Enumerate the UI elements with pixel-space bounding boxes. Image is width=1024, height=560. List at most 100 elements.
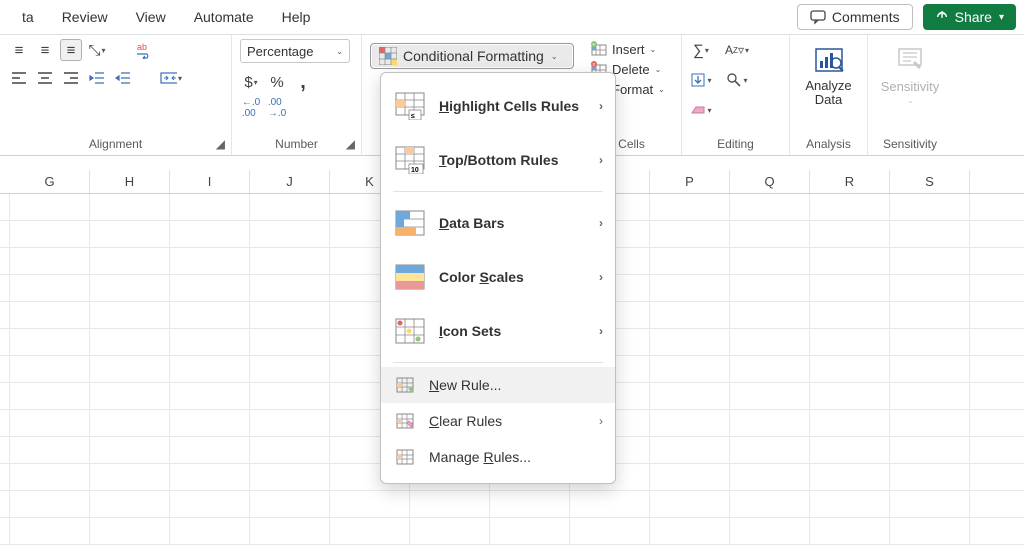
chevron-down-icon: ⌄ — [907, 96, 914, 105]
analyze-data-button[interactable]: Analyze Data — [798, 39, 859, 112]
menu-clear-label: Clear Rules — [429, 413, 502, 429]
menu-iconsets-label: Icon Sets — [439, 323, 501, 339]
data-bars-icon — [395, 208, 425, 238]
align-top-icon[interactable]: ≡ — [8, 39, 30, 61]
align-middle-icon[interactable]: ≡ — [34, 39, 56, 61]
increase-indent-icon[interactable] — [112, 67, 134, 89]
align-left-icon[interactable] — [8, 67, 30, 89]
clear-rules-icon — [395, 411, 415, 431]
menu-topbottom-label: Top/Bottom Rules — [439, 152, 559, 168]
share-button[interactable]: Share ▾ — [923, 4, 1016, 30]
share-label: Share — [955, 9, 992, 25]
chevron-down-icon: ⌄ — [336, 47, 343, 56]
number-format-value: Percentage — [247, 44, 314, 59]
clear-icon[interactable]: ▾ — [690, 99, 712, 121]
fill-icon[interactable]: ▾ — [690, 69, 712, 91]
percent-format-icon[interactable]: % — [266, 71, 288, 93]
tab-review[interactable]: Review — [48, 3, 122, 31]
col-H[interactable]: H — [90, 170, 170, 193]
alignment-dialog-launcher[interactable]: ◢ — [216, 137, 225, 151]
number-dialog-launcher[interactable]: ◢ — [346, 137, 355, 151]
format-label: Format — [612, 82, 653, 97]
orientation-icon[interactable]: ⤡▾ — [86, 39, 108, 61]
col-G[interactable]: G — [10, 170, 90, 193]
merge-center-icon[interactable]: ▾ — [160, 67, 182, 89]
group-analysis-label: Analysis — [798, 135, 859, 151]
group-editing-label: Editing — [690, 135, 781, 151]
chevron-right-icon: › — [599, 153, 603, 167]
menu-highlight-label: Highlight Cells Rules — [439, 98, 579, 114]
comments-label: Comments — [832, 9, 900, 25]
align-bottom-icon[interactable]: ≡ — [60, 39, 82, 61]
conditional-formatting-button[interactable]: Conditional Formatting ⌄ — [370, 43, 574, 69]
tab-automate[interactable]: Automate — [180, 3, 268, 31]
group-sensitivity-label: Sensitivity — [876, 135, 944, 151]
conditional-formatting-menu: ≤ Highlight Cells Rules › 10 Top/Bottom … — [380, 72, 616, 484]
decrease-indent-icon[interactable] — [86, 67, 108, 89]
conditional-formatting-icon — [379, 47, 397, 65]
tab-bar: ta Review View Automate Help Comments Sh… — [0, 0, 1024, 34]
decrease-decimal-icon[interactable]: .00→.0 — [266, 97, 288, 119]
highlight-cells-icon: ≤ — [395, 91, 425, 121]
chevron-right-icon: › — [599, 324, 603, 338]
menu-manage-rules[interactable]: Manage Rules... — [381, 439, 615, 475]
menu-separator — [393, 362, 603, 363]
svg-text:≤: ≤ — [411, 113, 415, 120]
increase-decimal-icon[interactable]: ←.0.00 — [240, 97, 262, 119]
delete-label: Delete — [612, 62, 650, 77]
chevron-down-icon: ▾ — [999, 12, 1004, 23]
chevron-down-icon: ⌄ — [551, 52, 558, 61]
tab-data-partial[interactable]: ta — [8, 3, 48, 31]
group-number: Percentage ⌄ $▾ % , ←.0.00 .00→.0 Number… — [232, 35, 362, 155]
comments-button[interactable]: Comments — [797, 4, 913, 30]
icon-sets-icon — [395, 316, 425, 346]
tab-view[interactable]: View — [122, 3, 180, 31]
col-Q[interactable]: Q — [730, 170, 810, 193]
insert-cells-button[interactable]: +Insert ⌄ — [590, 39, 673, 59]
menu-icon-sets[interactable]: Icon Sets › — [381, 304, 615, 358]
svg-text:10: 10 — [411, 167, 419, 174]
svg-text:ab: ab — [137, 42, 147, 52]
top-bottom-icon: 10 — [395, 145, 425, 175]
insert-label: Insert — [612, 42, 645, 57]
menu-data-bars[interactable]: Data Bars › — [381, 196, 615, 250]
col-I[interactable]: I — [170, 170, 250, 193]
menu-highlight-cells-rules[interactable]: ≤ Highlight Cells Rules › — [381, 79, 615, 133]
new-rule-icon — [395, 375, 415, 395]
menu-clear-rules[interactable]: Clear Rules › — [381, 403, 615, 439]
align-right-icon[interactable] — [60, 67, 82, 89]
comma-format-icon[interactable]: , — [292, 71, 314, 93]
align-center-icon[interactable] — [34, 67, 56, 89]
sensitivity-button: Sensitivity ⌄ — [876, 39, 944, 109]
chevron-right-icon: › — [599, 99, 603, 113]
accounting-format-icon[interactable]: $▾ — [240, 71, 262, 93]
wrap-text-icon[interactable]: ab — [134, 39, 156, 61]
conditional-formatting-label: Conditional Formatting — [403, 48, 544, 64]
col-P[interactable]: P — [650, 170, 730, 193]
find-select-icon[interactable]: ▾ — [726, 69, 748, 91]
menu-top-bottom-rules[interactable]: 10 Top/Bottom Rules › — [381, 133, 615, 187]
col-J[interactable]: J — [250, 170, 330, 193]
analyze-data-label: Analyze Data — [804, 79, 853, 108]
share-icon — [935, 10, 949, 24]
group-number-label: Number — [275, 137, 318, 151]
manage-rules-icon — [395, 447, 415, 467]
group-alignment: ≡ ≡ ≡ ⤡▾ ab ▾ Alignment ◢ — [0, 35, 232, 155]
chevron-right-icon: › — [599, 270, 603, 284]
tab-help[interactable]: Help — [268, 3, 325, 31]
col-S[interactable]: S — [890, 170, 970, 193]
menu-separator — [393, 191, 603, 192]
menu-color-scales[interactable]: Color Scales › — [381, 250, 615, 304]
autosum-icon[interactable]: ∑▾ — [690, 39, 712, 61]
group-sensitivity: Sensitivity ⌄ Sensitivity — [868, 35, 952, 155]
menu-databars-label: Data Bars — [439, 215, 504, 231]
col-R[interactable]: R — [810, 170, 890, 193]
sort-filter-icon[interactable]: AZ▿▾ — [726, 39, 748, 61]
menu-manage-label: Manage Rules... — [429, 449, 531, 465]
number-format-selector[interactable]: Percentage ⌄ — [240, 39, 350, 63]
menu-new-rule[interactable]: New Rule... — [381, 367, 615, 403]
group-alignment-label: Alignment — [89, 137, 142, 151]
menu-newrule-label: New Rule... — [429, 377, 501, 393]
svg-text:+: + — [592, 42, 595, 48]
comment-icon — [810, 9, 826, 25]
